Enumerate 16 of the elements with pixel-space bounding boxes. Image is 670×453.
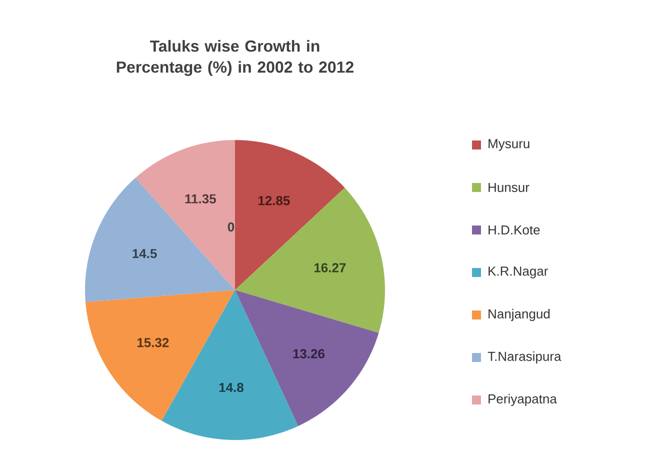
legend-label: Nanjangud xyxy=(488,308,550,322)
legend-label: Hunsur xyxy=(488,182,530,192)
data-label: 15.32 xyxy=(137,338,169,348)
data-label: 16.27 xyxy=(314,263,346,272)
chart-title: Taluks wise Growth in Percentage (%) in 2002 to 2012 xyxy=(116,40,354,76)
legend-label: Periyapatna xyxy=(488,394,557,406)
legend-label: H.D.Kote xyxy=(488,225,540,235)
data-label: 14.8 xyxy=(219,382,244,392)
legend-label: K.R.Nagar xyxy=(488,266,548,278)
legend-label: T.Narasipura xyxy=(488,351,562,364)
data-label: 11.35 xyxy=(185,194,216,204)
data-label: 14.5 xyxy=(132,249,157,258)
data-label: 13.26 xyxy=(293,349,325,358)
legend-label: Mysuru xyxy=(488,139,530,151)
data-label: 12.85 xyxy=(258,196,290,206)
text: 0 xyxy=(228,222,234,232)
